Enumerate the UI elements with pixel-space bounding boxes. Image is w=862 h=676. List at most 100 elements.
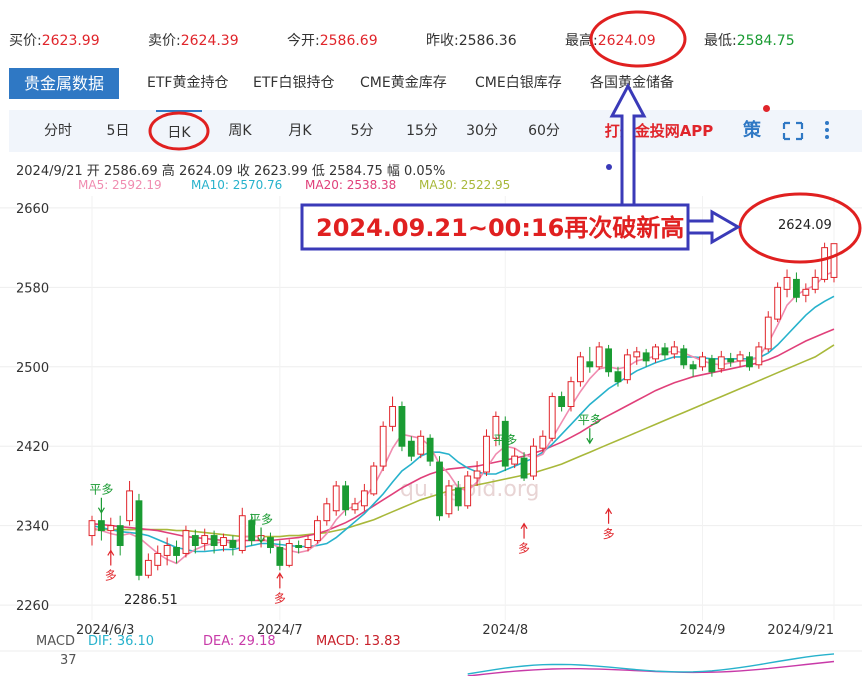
tab-cme-gold-inventory[interactable]: CME黄金库存 xyxy=(360,75,447,91)
signal-label: 多 xyxy=(603,527,615,541)
candle-body xyxy=(699,356,706,368)
candle xyxy=(342,480,350,516)
signal-arrow-down xyxy=(501,448,509,465)
tab-etf-gold-holdings[interactable]: ETF黄金持仓 xyxy=(147,75,229,91)
candle xyxy=(539,430,547,453)
period-60-min[interactable]: 60分 xyxy=(528,123,560,139)
period-5-day[interactable]: 5日 xyxy=(106,123,130,139)
candle-body xyxy=(830,243,838,278)
period-monthly-k[interactable]: 月K xyxy=(288,123,312,139)
candle xyxy=(483,429,490,476)
signal-arrow-down xyxy=(586,428,594,445)
candle xyxy=(530,438,537,480)
candle xyxy=(511,448,519,469)
period-30-min[interactable]: 30分 xyxy=(466,123,498,139)
tab-precious-metals-data[interactable]: 贵金属数据 xyxy=(9,68,120,99)
candle xyxy=(126,480,133,526)
candle xyxy=(210,530,218,554)
candle-body xyxy=(595,346,603,368)
candle-body xyxy=(708,358,716,373)
candle-body xyxy=(652,346,659,360)
ma5-legend: MA5: 2592.19 xyxy=(78,178,162,192)
arrow-up-icon xyxy=(609,82,647,207)
candle xyxy=(746,351,753,371)
candle xyxy=(717,350,725,373)
candle-body xyxy=(483,435,490,473)
candle xyxy=(417,430,425,459)
candle-body xyxy=(755,346,763,366)
marker-dot xyxy=(606,164,612,170)
candle-body xyxy=(802,288,810,296)
candle xyxy=(727,352,735,367)
candle xyxy=(699,351,706,371)
signal-arrow-down xyxy=(257,527,265,544)
signal-long: 多 xyxy=(105,549,117,582)
y-axis-ticks: 2260 2340 2420 2500 2580 2660 xyxy=(16,202,49,614)
candle-body xyxy=(116,525,124,547)
sell-value: 2624.39 xyxy=(180,33,239,49)
strategy-icon[interactable]: 策 xyxy=(743,105,770,152)
candle xyxy=(135,493,143,581)
signal-flat-long: 平多 xyxy=(249,513,273,544)
candle xyxy=(595,341,603,370)
candle-body xyxy=(689,364,697,370)
candle-body xyxy=(370,465,378,495)
candle-body xyxy=(558,396,566,408)
period-5-min[interactable]: 5分 xyxy=(350,123,374,139)
candle xyxy=(182,525,190,558)
more-options-icon-svg xyxy=(825,121,829,139)
macd-value: MACD: 13.83 xyxy=(316,634,401,649)
more-options-icon[interactable] xyxy=(817,110,837,152)
tab-etf-silver-holdings[interactable]: ETF白银持仓 xyxy=(253,75,335,91)
signal-label: 多 xyxy=(105,568,117,582)
candle-body xyxy=(746,356,753,368)
candle-body xyxy=(407,440,415,457)
annotations: 2286.51 2624.09 2024.09.21~00:16再次破新高 xyxy=(124,10,862,608)
candle xyxy=(567,376,575,412)
period-weekly-k[interactable]: 周K xyxy=(228,123,252,139)
fullscreen-icon[interactable] xyxy=(781,110,805,152)
prev-close-label: 昨收: xyxy=(426,33,459,49)
candle-body xyxy=(661,347,669,356)
candle-body xyxy=(276,546,284,566)
candle-body xyxy=(811,276,819,290)
candle xyxy=(248,513,256,546)
highlight-circle-chart-high xyxy=(738,192,862,264)
candle-body xyxy=(623,354,631,381)
candle xyxy=(238,507,246,554)
tab-national-gold-reserves[interactable]: 各国黄金储备 xyxy=(590,75,674,91)
candle-body xyxy=(97,520,105,532)
sell-quote: 卖价:2624.39 xyxy=(148,30,239,50)
candle-body xyxy=(398,406,406,447)
candle-body xyxy=(182,530,190,554)
candle-body xyxy=(163,545,171,556)
candle xyxy=(464,471,472,509)
candle xyxy=(680,344,688,369)
low-price-label: 2286.51 xyxy=(124,593,178,608)
x-tick-label: 2024/9 xyxy=(680,623,726,638)
trade-signals: 平多多 平多多 平多多 平多多 xyxy=(89,413,614,605)
candle xyxy=(276,540,284,571)
candle xyxy=(398,401,406,452)
annotation-text: 2024.09.21~00:16再次破新高 xyxy=(316,214,684,242)
candle-body xyxy=(201,535,209,545)
candle-body xyxy=(511,455,519,465)
period-intraday[interactable]: 分时 xyxy=(44,123,72,139)
signal-label: 多 xyxy=(274,591,286,605)
signal-long: 多 xyxy=(274,572,286,605)
notification-dot xyxy=(763,105,770,112)
candle-body xyxy=(379,425,387,467)
signal-long: 多 xyxy=(603,507,615,541)
candle xyxy=(520,452,528,481)
arrow-right-icon xyxy=(686,209,742,245)
high-value: 2624.09 xyxy=(597,33,656,49)
candle-body xyxy=(238,515,246,551)
tab-cme-silver-inventory[interactable]: CME白银库存 xyxy=(475,75,562,91)
x-tick-label: 2024/9/21 xyxy=(767,623,834,638)
candle xyxy=(314,515,321,544)
candle-body xyxy=(360,490,368,507)
candle xyxy=(661,342,669,360)
period-15-min[interactable]: 15分 xyxy=(406,123,438,139)
period-daily-k[interactable]: 日K xyxy=(156,110,202,152)
